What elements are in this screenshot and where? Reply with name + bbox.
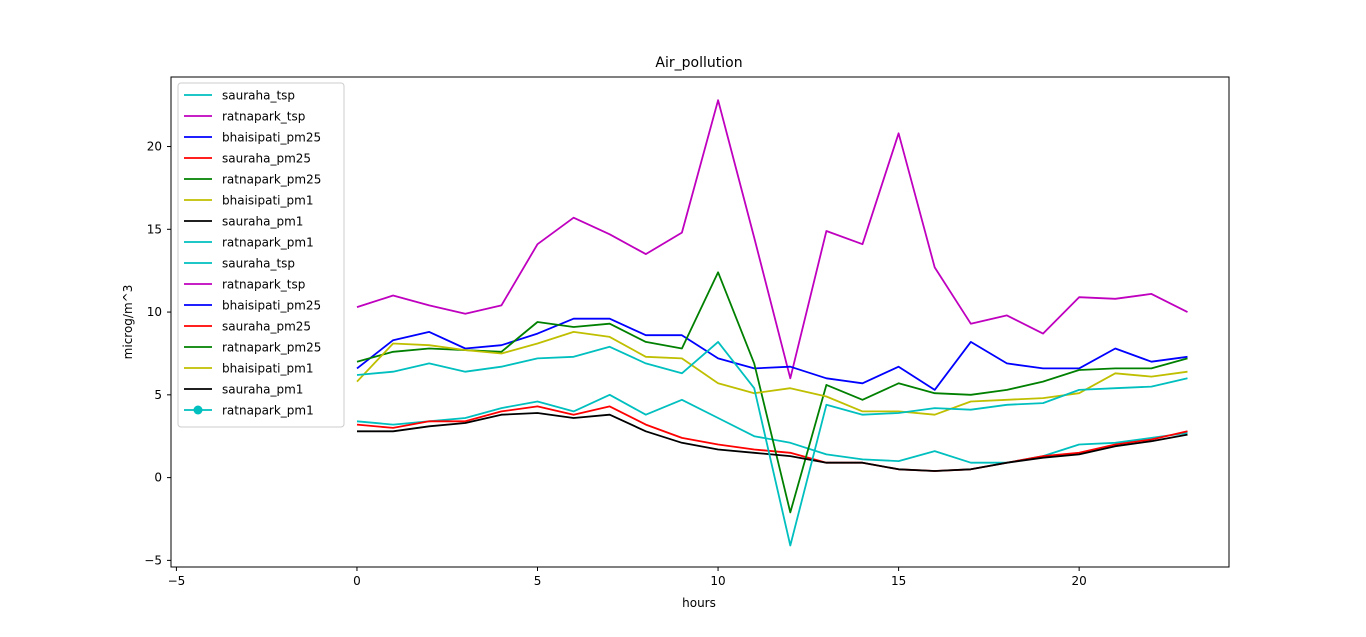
- legend-label-bhaisipati_pm25: bhaisipati_pm25: [222, 299, 321, 313]
- legend-label-sauraha_tsp: sauraha_tsp: [222, 257, 295, 271]
- legend-label-sauraha_pm1: sauraha_pm1: [222, 383, 303, 397]
- y-axis: −5 0 5 10 15 20: [144, 140, 171, 567]
- y-tick-label: 10: [147, 305, 162, 319]
- y-tick-label: 15: [147, 222, 162, 236]
- y-tick-label: −5: [144, 553, 162, 567]
- series-line-sauraha_pm1: [357, 412, 1188, 472]
- legend-label-bhaisipati_pm25: bhaisipati_pm25: [222, 131, 321, 145]
- series-line-bhaisipati_pm1: [356, 330, 1188, 416]
- legend: sauraha_tspratnapark_tspbhaisipati_pm25s…: [177, 82, 345, 428]
- x-tick-label: 15: [891, 574, 906, 588]
- series-line-sauraha_pm25: [356, 405, 1188, 472]
- legend-label-sauraha_pm1: sauraha_pm1: [222, 215, 303, 229]
- legend-label-sauraha_pm25: sauraha_pm25: [222, 152, 311, 166]
- y-tick-label: 20: [147, 140, 162, 154]
- legend-label-sauraha_pm25: sauraha_pm25: [222, 320, 311, 334]
- chart-title: Air_pollution: [655, 55, 742, 71]
- legend-marker-ratnapark_pm1: [193, 405, 203, 415]
- legend-box: [177, 82, 345, 428]
- x-tick-label: 10: [710, 574, 725, 588]
- x-axis: −5 0 5 10 15 20: [168, 567, 1087, 588]
- legend-label-bhaisipati_pm1: bhaisipati_pm1: [222, 194, 313, 208]
- y-tick-label: 0: [154, 471, 162, 485]
- series-line-ratnapark_pm25: [356, 271, 1188, 514]
- legend-label-ratnapark_pm25: ratnapark_pm25: [222, 173, 321, 187]
- legend-label-ratnapark_tsp: ratnapark_tsp: [222, 278, 305, 292]
- x-tick-label: 20: [1072, 574, 1087, 588]
- series-layer: [356, 99, 1188, 547]
- legend-label-ratnapark_pm25: ratnapark_pm25: [222, 341, 321, 355]
- legend-label-ratnapark_pm1: ratnapark_pm1: [222, 236, 314, 250]
- legend-label-ratnapark_tsp: ratnapark_tsp: [222, 110, 305, 124]
- legend-label-sauraha_tsp: sauraha_tsp: [222, 89, 295, 103]
- x-tick-label: 0: [353, 574, 361, 588]
- plot-area: −5 0 5 10 15 20 −5 0 5 10 15 20: [144, 76, 1230, 588]
- series-line-bhaisipati_pm25: [356, 317, 1188, 391]
- x-axis-label: hours: [682, 596, 716, 610]
- series-line-ratnapark_pm1: [356, 340, 1188, 547]
- x-tick-label: 5: [534, 574, 542, 588]
- x-tick-label: −5: [168, 574, 186, 588]
- legend-label-bhaisipati_pm1: bhaisipati_pm1: [222, 362, 313, 376]
- plot-frame: [170, 76, 1230, 568]
- y-tick-label: 5: [154, 388, 162, 402]
- series-line-ratnapark_tsp: [356, 99, 1188, 380]
- legend-label-ratnapark_pm1: ratnapark_pm1: [222, 404, 314, 418]
- y-axis-label: microg/m^3: [121, 285, 135, 360]
